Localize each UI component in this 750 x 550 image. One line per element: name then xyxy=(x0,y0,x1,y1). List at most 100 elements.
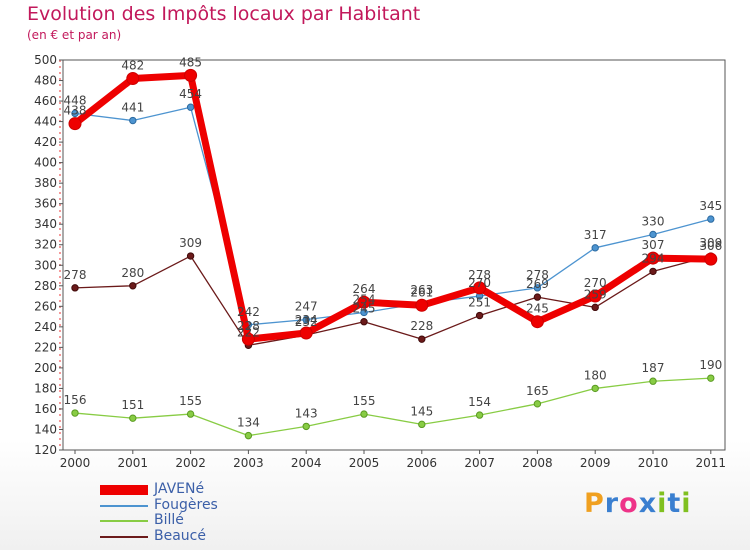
data-point xyxy=(184,68,198,82)
data-point xyxy=(646,251,660,265)
legend-label: Fougères xyxy=(154,496,218,513)
y-tick-label: 200 xyxy=(34,361,57,375)
data-point xyxy=(533,284,542,292)
data-label: 228 xyxy=(410,319,433,333)
data-label: 254 xyxy=(353,292,376,306)
data-point xyxy=(302,422,310,431)
series-line xyxy=(74,255,711,346)
legend-label: JAVENé xyxy=(154,481,205,497)
data-point xyxy=(68,117,82,131)
data-point xyxy=(241,332,255,346)
y-tick-label: 180 xyxy=(34,381,57,395)
chart-subtitle: (en € et par an) xyxy=(27,28,122,42)
data-label: 309 xyxy=(179,236,202,250)
data-label: 134 xyxy=(237,416,260,430)
data-label: 263 xyxy=(410,283,433,297)
data-label: 156 xyxy=(64,393,87,407)
data-point xyxy=(707,215,715,223)
y-tick-label: 340 xyxy=(34,217,57,231)
data-point xyxy=(357,295,371,309)
x-tick-label: 2010 xyxy=(638,456,669,470)
data-label: 261 xyxy=(410,285,433,299)
logo-letter: P xyxy=(584,488,605,519)
logo-letter: x xyxy=(638,488,658,519)
x-tick-label: 2000 xyxy=(60,456,91,470)
logo-letter: r xyxy=(604,488,620,519)
data-point xyxy=(360,308,368,317)
data-label: 280 xyxy=(121,266,144,280)
data-point xyxy=(71,284,79,292)
data-label: 165 xyxy=(526,384,549,398)
data-label: 151 xyxy=(121,398,144,412)
data-label: 234 xyxy=(295,313,318,327)
x-tick-label: 2005 xyxy=(349,456,380,470)
data-point xyxy=(533,293,542,301)
data-label: 485 xyxy=(179,55,202,69)
y-tick-label: 120 xyxy=(34,443,57,457)
data-point xyxy=(299,326,313,340)
data-point xyxy=(649,230,657,239)
y-tick-label: 260 xyxy=(34,299,57,313)
data-label: 264 xyxy=(353,282,376,296)
x-tick-label: 2008 xyxy=(522,456,553,470)
y-tick-label: 160 xyxy=(34,402,57,416)
logo-letter: i xyxy=(657,488,668,519)
series-line xyxy=(72,71,711,343)
data-label: 245 xyxy=(526,302,549,316)
legend-swatch-fougeres xyxy=(100,504,148,507)
data-point xyxy=(415,298,429,312)
data-label: 187 xyxy=(642,361,665,375)
data-label: 145 xyxy=(410,404,433,418)
data-label: 247 xyxy=(295,300,318,314)
data-point xyxy=(707,374,715,382)
data-point xyxy=(591,303,599,312)
y-tick-label: 500 xyxy=(34,53,57,67)
x-tick-label: 2011 xyxy=(696,456,727,470)
data-point xyxy=(475,311,484,320)
data-label: 232 xyxy=(295,315,318,329)
data-point xyxy=(129,282,137,290)
legend-swatch-beauce xyxy=(100,535,148,538)
y-tick-label: 240 xyxy=(34,320,57,334)
chart-data-labels: 438 482 485 228 234 264 261 278 245 270 307 306 448 4… xyxy=(64,55,723,429)
data-label: 330 xyxy=(642,214,665,228)
x-tick-label: 2002 xyxy=(175,456,206,470)
data-point xyxy=(129,116,137,125)
data-point xyxy=(649,267,657,276)
data-point xyxy=(418,420,426,429)
data-label: 278 xyxy=(526,268,549,282)
y-tick-label: 400 xyxy=(34,156,57,170)
y-tick-label: 320 xyxy=(34,238,57,252)
data-label: 154 xyxy=(468,395,491,409)
data-point xyxy=(244,431,253,440)
data-label: 259 xyxy=(584,287,607,301)
data-label: 482 xyxy=(121,58,144,72)
x-tick-label: 2004 xyxy=(291,456,322,470)
data-point xyxy=(71,409,79,417)
legend-label: Billé xyxy=(154,512,184,528)
data-point xyxy=(475,411,484,419)
data-label: 190 xyxy=(699,358,722,372)
data-label: 270 xyxy=(468,276,491,290)
data-label: 454 xyxy=(179,87,202,101)
data-label: 294 xyxy=(642,251,665,265)
data-label: 180 xyxy=(584,368,607,382)
data-point xyxy=(530,315,544,329)
data-point xyxy=(129,414,137,422)
data-point xyxy=(473,281,487,295)
chart-title: Evolution des Impôts locaux par Habitant xyxy=(27,3,421,25)
y-tick-label: 300 xyxy=(34,258,57,272)
data-point xyxy=(588,289,602,303)
x-tick-label: 2006 xyxy=(407,456,438,470)
data-label: 269 xyxy=(526,277,549,291)
data-point xyxy=(418,335,426,343)
x-tick-label: 2003 xyxy=(233,456,264,470)
legend-swatch-bille xyxy=(100,520,148,522)
y-tick-label: 480 xyxy=(34,74,57,88)
data-label: 245 xyxy=(353,302,376,316)
x-tick-label: 2001 xyxy=(118,456,149,470)
proxiti-logo: Proxiti xyxy=(584,488,692,519)
data-point xyxy=(186,103,195,111)
data-label: 155 xyxy=(353,394,376,408)
